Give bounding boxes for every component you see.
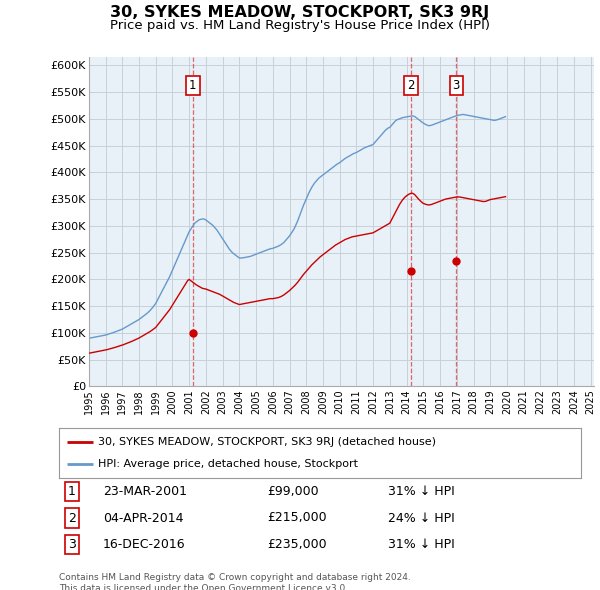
Text: 1: 1 xyxy=(189,79,197,92)
Text: 16-DEC-2016: 16-DEC-2016 xyxy=(103,538,186,551)
Text: 23-MAR-2001: 23-MAR-2001 xyxy=(103,485,187,498)
Text: 3: 3 xyxy=(68,538,76,551)
Text: 2: 2 xyxy=(407,79,415,92)
Text: 1: 1 xyxy=(68,485,76,498)
Text: 31% ↓ HPI: 31% ↓ HPI xyxy=(388,538,454,551)
Text: 3: 3 xyxy=(452,79,460,92)
Text: 2: 2 xyxy=(68,512,76,525)
Text: 24% ↓ HPI: 24% ↓ HPI xyxy=(388,512,454,525)
Text: £215,000: £215,000 xyxy=(268,512,327,525)
Text: 30, SYKES MEADOW, STOCKPORT, SK3 9RJ (detached house): 30, SYKES MEADOW, STOCKPORT, SK3 9RJ (de… xyxy=(98,437,436,447)
Text: 31% ↓ HPI: 31% ↓ HPI xyxy=(388,485,454,498)
Text: 30, SYKES MEADOW, STOCKPORT, SK3 9RJ: 30, SYKES MEADOW, STOCKPORT, SK3 9RJ xyxy=(110,5,490,19)
Text: £99,000: £99,000 xyxy=(268,485,319,498)
Text: HPI: Average price, detached house, Stockport: HPI: Average price, detached house, Stoc… xyxy=(98,459,358,469)
Text: £235,000: £235,000 xyxy=(268,538,327,551)
Text: 04-APR-2014: 04-APR-2014 xyxy=(103,512,184,525)
Text: Contains HM Land Registry data © Crown copyright and database right 2024.
This d: Contains HM Land Registry data © Crown c… xyxy=(59,573,410,590)
Text: Price paid vs. HM Land Registry's House Price Index (HPI): Price paid vs. HM Land Registry's House … xyxy=(110,19,490,32)
